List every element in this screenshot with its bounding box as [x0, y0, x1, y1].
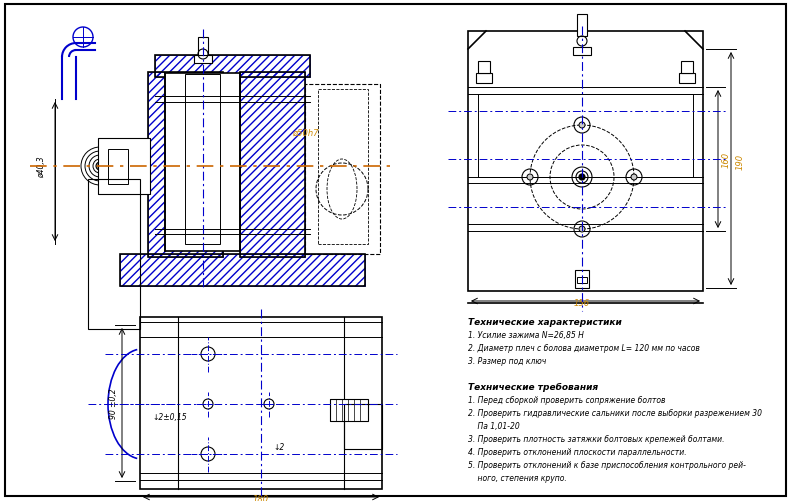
Bar — [88, 180, 140, 329]
Bar — [679, 74, 695, 84]
Text: 3. Размер под ключ: 3. Размер под ключ — [468, 356, 547, 365]
Text: 1. Усилие зажима N=26,85 Н: 1. Усилие зажима N=26,85 Н — [468, 330, 584, 339]
Text: 180: 180 — [253, 494, 269, 501]
Bar — [577, 15, 587, 37]
Bar — [240, 73, 305, 258]
Text: 90 ±0,2: 90 ±0,2 — [109, 388, 118, 418]
Bar — [120, 255, 365, 287]
Text: ø40,3: ø40,3 — [37, 156, 47, 177]
Bar — [305, 85, 380, 255]
Text: 1. Перед сборкой проверить сопряжение болтов: 1. Перед сборкой проверить сопряжение бо… — [468, 395, 665, 404]
Text: 3. Проверить плотность затяжки болтовых крепежей болтами.: 3. Проверить плотность затяжки болтовых … — [468, 434, 725, 443]
Text: 4. Проверить отклонений плоскости параллельности.: 4. Проверить отклонений плоскости паралл… — [468, 447, 687, 456]
Bar — [468, 32, 703, 292]
Bar — [120, 255, 365, 287]
Text: ↓2: ↓2 — [274, 442, 285, 451]
Text: 160: 160 — [722, 152, 731, 168]
Circle shape — [579, 123, 585, 129]
Bar — [330, 399, 368, 421]
Bar — [108, 150, 128, 185]
Bar — [575, 271, 589, 289]
Bar — [577, 278, 587, 284]
Bar — [148, 73, 223, 258]
Bar — [185, 75, 220, 244]
Bar — [155, 56, 310, 78]
Bar — [318, 90, 368, 244]
Text: ного, степения крупо.: ного, степения крупо. — [468, 473, 566, 482]
Bar — [573, 48, 591, 56]
Bar — [148, 73, 223, 258]
Text: 2. Проверить гидравлические сальники после выборки разрежением 30: 2. Проверить гидравлические сальники пос… — [468, 408, 762, 417]
Bar — [140, 317, 382, 489]
Text: 156: 156 — [574, 299, 590, 308]
Bar — [194, 56, 212, 64]
Bar — [98, 139, 150, 194]
Bar — [478, 62, 490, 74]
Text: 2. Диаметр плеч с болова диаметром L= 120 мм по часов: 2. Диаметр плеч с болова диаметром L= 12… — [468, 343, 700, 352]
Bar — [681, 62, 693, 74]
Text: ↓2±0,15: ↓2±0,15 — [153, 413, 187, 422]
Text: Технические характеристики: Технические характеристики — [468, 317, 622, 326]
Bar — [155, 56, 310, 78]
Bar — [344, 404, 382, 449]
Text: Па 1,01-20: Па 1,01-20 — [468, 421, 520, 430]
Circle shape — [96, 163, 104, 171]
Text: 5. Проверить отклонений к базе приспособления контрольного рей-: 5. Проверить отклонений к базе приспособ… — [468, 460, 746, 469]
Bar — [165, 74, 240, 252]
Bar — [198, 38, 208, 58]
Text: Технические требования: Технические требования — [468, 382, 598, 391]
Circle shape — [579, 226, 585, 232]
Bar — [478, 95, 693, 178]
Circle shape — [631, 175, 637, 181]
Circle shape — [579, 175, 585, 181]
Bar — [240, 73, 305, 258]
Text: ø50h7: ø50h7 — [292, 128, 319, 137]
Bar — [476, 74, 492, 84]
Bar — [98, 139, 150, 194]
Text: 190: 190 — [736, 154, 745, 170]
Circle shape — [527, 175, 533, 181]
